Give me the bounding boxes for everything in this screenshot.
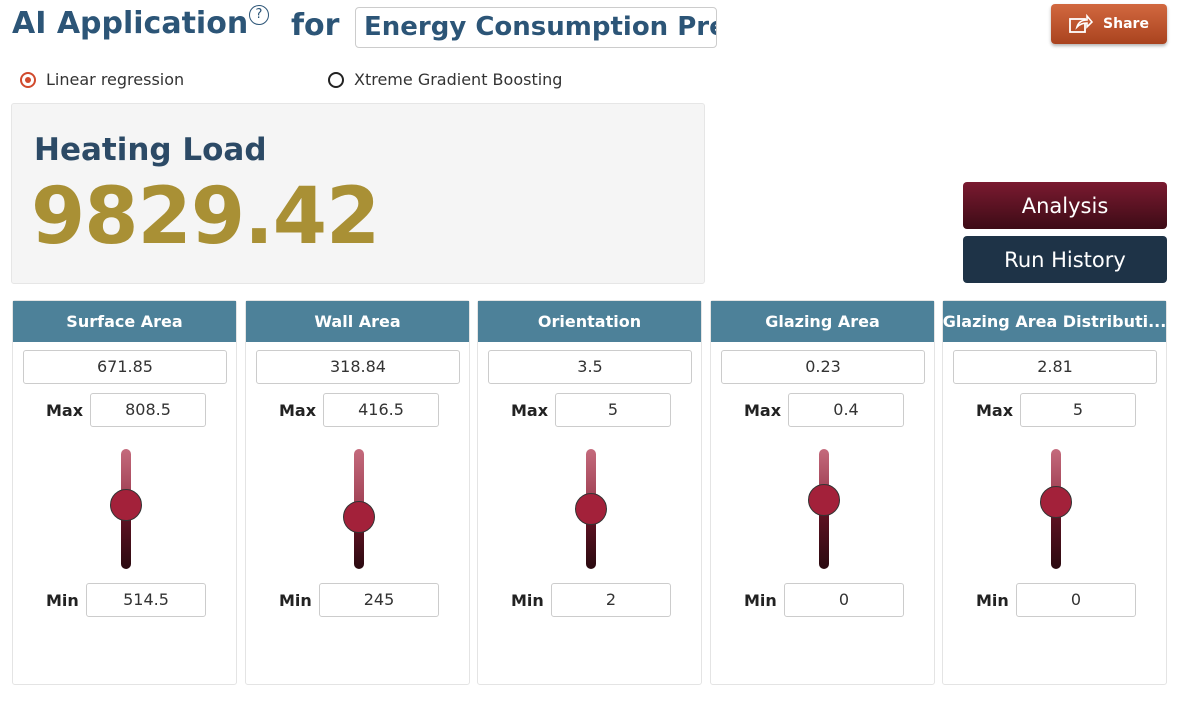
panel-header: Orientation	[478, 301, 701, 342]
slider-track-upper	[819, 449, 829, 500]
panel-header: Glazing Area	[711, 301, 934, 342]
slider-thumb[interactable]	[575, 493, 607, 525]
max-input[interactable]: 416.5	[323, 393, 439, 427]
min-input[interactable]: 2	[551, 583, 671, 617]
min-label: Min	[46, 591, 79, 610]
max-label: Max	[46, 401, 84, 420]
panel-header: Wall Area	[246, 301, 469, 342]
max-label: Max	[279, 401, 317, 420]
run-history-button[interactable]: Run History	[963, 236, 1167, 283]
analysis-button[interactable]: Analysis	[963, 182, 1167, 229]
max-input[interactable]: 5	[555, 393, 671, 427]
result-label: Heating Load	[34, 132, 267, 168]
max-input[interactable]: 808.5	[90, 393, 206, 427]
slider-track-upper	[586, 449, 596, 509]
slider-thumb[interactable]	[343, 501, 375, 534]
input-panel: Orientation 3.5 Max 5 Min 2	[477, 300, 702, 685]
radio-label: Linear regression	[46, 70, 185, 89]
radio-label: Xtreme Gradient Boosting	[354, 70, 563, 89]
value-input[interactable]: 2.81	[953, 350, 1157, 384]
slider-track-upper	[1051, 449, 1061, 502]
max-label: Max	[976, 401, 1014, 420]
slider-track-lower	[586, 509, 596, 569]
model-radio[interactable]: Linear regression	[20, 70, 184, 89]
value-input[interactable]: 0.23	[721, 350, 925, 384]
model-radio[interactable]: Xtreme Gradient Boosting	[328, 70, 562, 89]
help-icon[interactable]: ?	[249, 5, 269, 25]
slider-track-upper	[354, 449, 364, 518]
slider-thumb[interactable]	[110, 488, 142, 521]
app-title: AI Application	[12, 6, 249, 41]
min-input[interactable]: 245	[319, 583, 439, 617]
min-label: Min	[744, 591, 777, 610]
slider-thumb[interactable]	[808, 484, 840, 516]
max-label: Max	[511, 401, 549, 420]
share-label: Share	[1103, 16, 1149, 32]
value-input[interactable]: 671.85	[23, 350, 227, 384]
min-label: Min	[511, 591, 544, 610]
min-label: Min	[976, 591, 1009, 610]
slider-track-lower	[1051, 501, 1061, 569]
max-input[interactable]: 5	[1020, 393, 1136, 427]
radio-dot[interactable]	[328, 71, 344, 88]
result-value: 9829.42	[31, 172, 380, 262]
result-card	[11, 103, 705, 284]
share-button[interactable]: Share	[1051, 4, 1167, 44]
slider-track-upper	[121, 449, 131, 505]
max-label: Max	[744, 401, 782, 420]
slider-thumb[interactable]	[1040, 485, 1072, 518]
min-input[interactable]: 0	[1016, 583, 1136, 617]
panel-header: Glazing Area Distributi...	[943, 301, 1166, 342]
value-input[interactable]: 3.5	[488, 350, 692, 384]
slider-track-lower	[121, 504, 131, 569]
min-input[interactable]: 514.5	[86, 583, 206, 617]
panel-header: Surface Area	[13, 301, 236, 342]
value-input[interactable]: 318.84	[256, 350, 460, 384]
input-panel: Wall Area 318.84 Max 416.5 Min 245	[245, 300, 470, 685]
input-panel: Glazing Area Distributi... 2.81 Max 5 Min 0	[942, 300, 1167, 685]
input-panel: Surface Area 671.85 Max 808.5 Min 514.5	[12, 300, 237, 685]
slider-track-lower	[354, 517, 364, 569]
slider-track-lower	[819, 500, 829, 569]
app-name-input[interactable]: Energy Consumption Pre	[355, 7, 717, 48]
min-label: Min	[279, 591, 312, 610]
max-input[interactable]: 0.4	[788, 393, 904, 427]
min-input[interactable]: 0	[784, 583, 904, 617]
share-icon	[1069, 14, 1094, 33]
input-panel: Glazing Area 0.23 Max 0.4 Min 0	[710, 300, 935, 685]
radio-dot[interactable]	[20, 71, 36, 88]
for-label: for	[291, 8, 340, 43]
